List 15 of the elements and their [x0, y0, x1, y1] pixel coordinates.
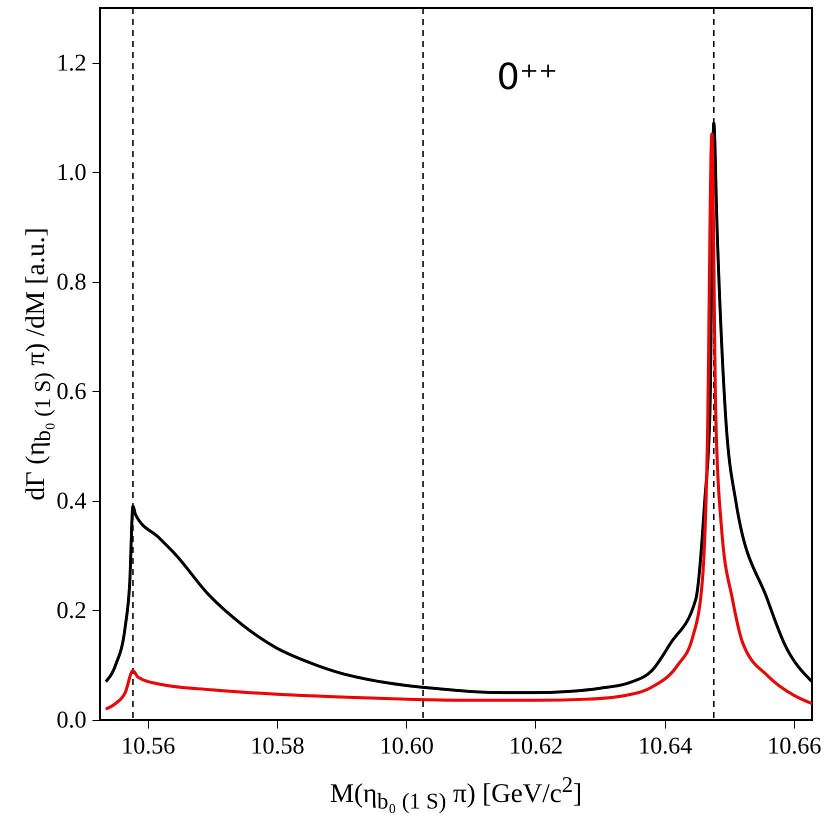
x-tick-label: 10.62: [508, 734, 563, 760]
x-tick-label: 10.58: [250, 734, 305, 760]
x-axis-title: M(η$_{b₀ (1 S)}$ π) [GeV/c$^{2}$]: [328, 772, 584, 814]
y-tick-label: 0.8: [56, 269, 86, 296]
y-tick-label: 1.2: [56, 50, 86, 76]
x-tick-label: 10.64: [638, 734, 692, 760]
y-tick-label: 0.0: [56, 708, 86, 734]
y-tick-label: 0.6: [56, 378, 86, 405]
x-tick-label: 10.66: [767, 734, 822, 760]
x-tick-label: 10.56: [121, 734, 176, 760]
annotation: 0⁺⁺: [496, 57, 558, 98]
x-tick-label: 10.60: [380, 734, 434, 760]
y-tick-label: 0.4: [56, 488, 86, 514]
y-tick-label: 1.0: [56, 160, 86, 186]
y-tick-label: 0.2: [56, 598, 86, 624]
